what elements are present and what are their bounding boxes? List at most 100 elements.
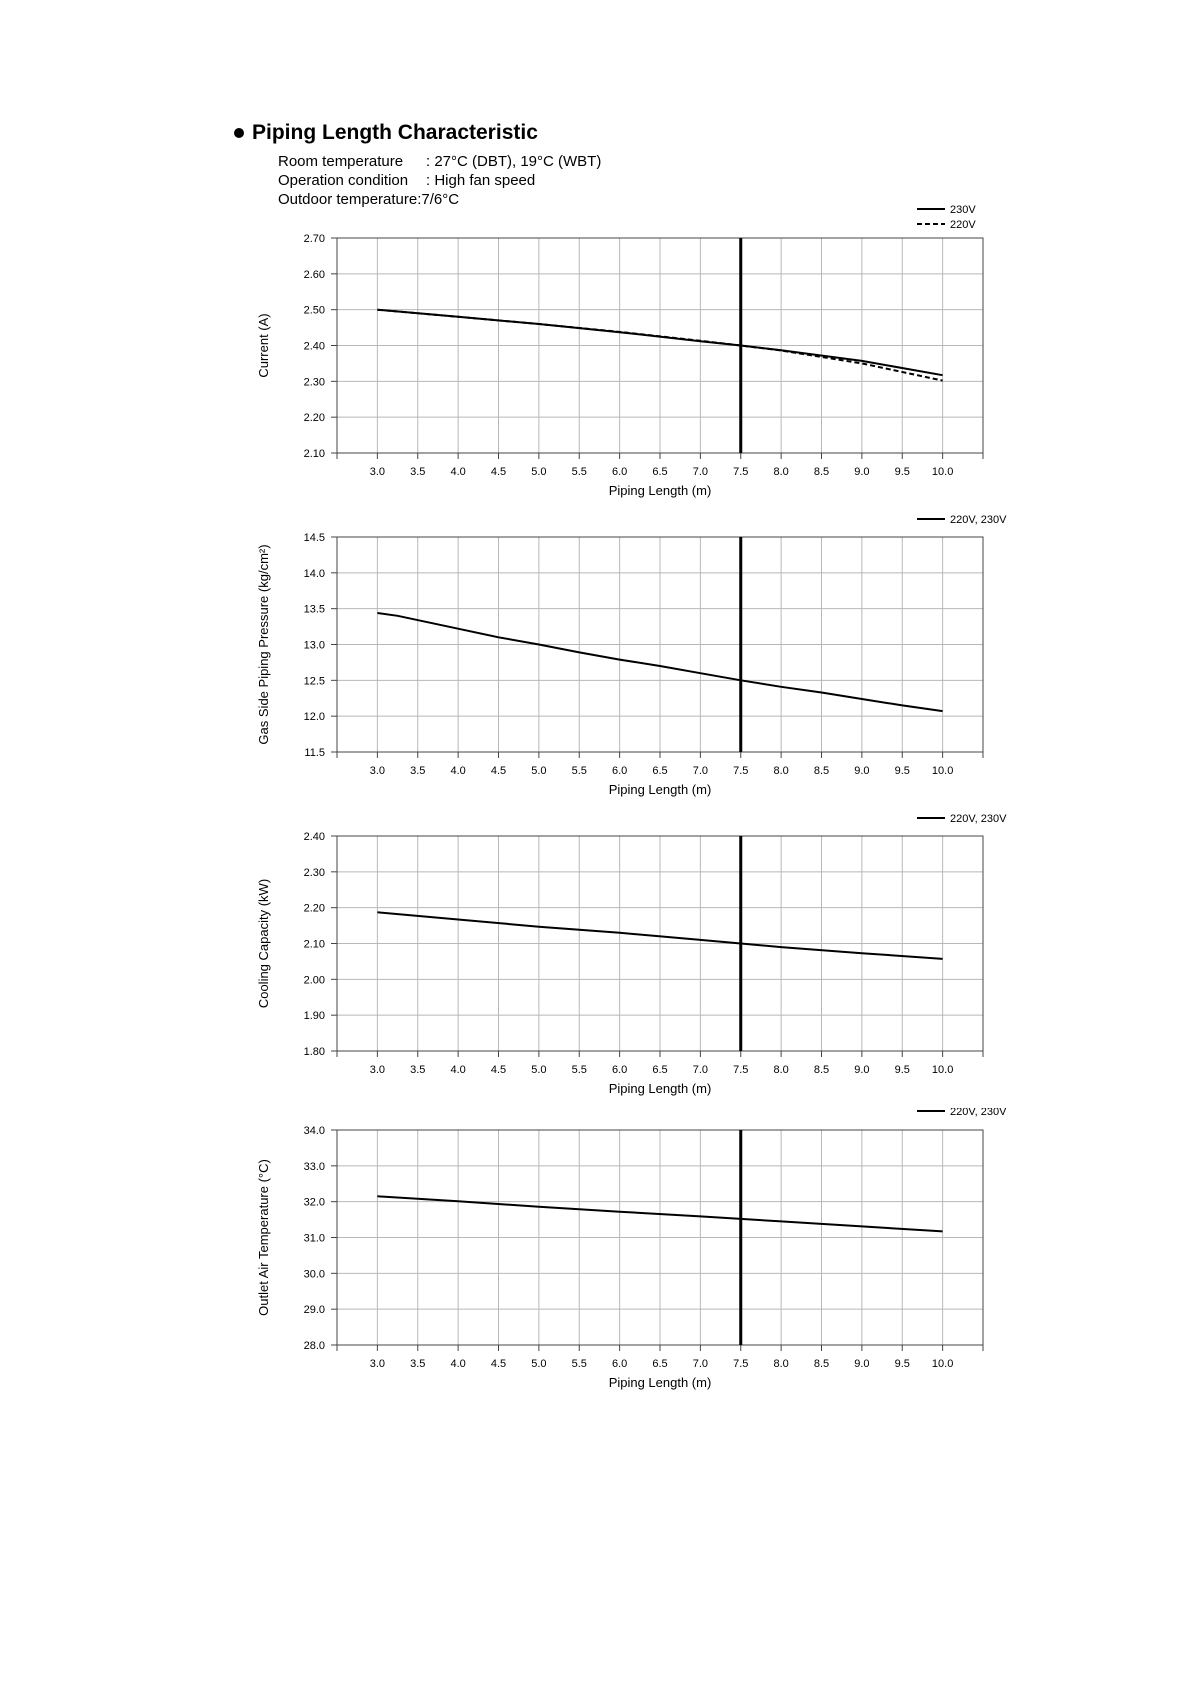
x-tick-label: 5.5 <box>572 1358 587 1370</box>
y-tick-label: 29.0 <box>304 1304 325 1316</box>
y-tick-label: 12.0 <box>304 711 325 723</box>
x-tick-label: 3.5 <box>410 1064 425 1076</box>
y-tick-label: 2.10 <box>304 939 325 951</box>
y-tick-label: 2.00 <box>304 974 325 986</box>
x-tick-label: 3.0 <box>370 466 385 478</box>
x-tick-label: 5.5 <box>572 466 587 478</box>
x-tick-label: 4.0 <box>450 1358 465 1370</box>
y-tick-label: 33.0 <box>304 1161 325 1173</box>
legend-label: 220V <box>950 219 976 231</box>
y-tick-label: 13.5 <box>304 604 325 616</box>
chart-current: 3.0 3.5 4.0 4.5 5.0 5.5 6.0 6.5 7.0 7.5 8.0 8.5 9.0 9… <box>256 204 984 498</box>
x-tick-label: 6.0 <box>612 765 627 777</box>
x-tick-label: 5.0 <box>531 466 546 478</box>
x-tick-label: 9.5 <box>895 466 910 478</box>
x-tick-label: 9.0 <box>854 1358 869 1370</box>
x-tick-label: 4.0 <box>450 1064 465 1076</box>
test-conditions: Room temperature : 27°C (DBT), 19°C (WBT)… <box>278 152 601 209</box>
x-tick-label: 3.5 <box>410 765 425 777</box>
x-tick-label: 9.5 <box>895 1358 910 1370</box>
x-tick-label: 7.5 <box>733 466 748 478</box>
x-tick-label: 8.0 <box>773 1358 788 1370</box>
x-tick-label: 6.0 <box>612 466 627 478</box>
x-tick-label: 5.5 <box>572 1064 587 1076</box>
x-tick-label: 8.0 <box>773 466 788 478</box>
x-tick-label: 6.5 <box>652 466 667 478</box>
x-tick-label: 3.0 <box>370 765 385 777</box>
x-tick-label: 4.5 <box>491 466 506 478</box>
x-tick-label: 5.0 <box>531 1358 546 1370</box>
x-tick-label: 9.0 <box>854 765 869 777</box>
series-line <box>377 308 943 382</box>
legend-label: 220V, 230V <box>950 514 1007 526</box>
x-tick-label: 8.5 <box>814 466 829 478</box>
y-tick-label: 30.0 <box>304 1268 325 1280</box>
condition-value: 7/6°C <box>421 191 460 208</box>
x-tick-label: 7.5 <box>733 1064 748 1076</box>
x-tick-label: 4.5 <box>491 1064 506 1076</box>
x-tick-label: 5.5 <box>572 765 587 777</box>
series-line <box>377 1195 943 1233</box>
x-tick-label: 5.0 <box>531 765 546 777</box>
x-tick-label: 3.5 <box>410 466 425 478</box>
section-heading: Piping Length Characteristic <box>234 120 538 146</box>
legend-label: 220V, 230V <box>950 1108 1007 1118</box>
x-tick-label: 10.0 <box>932 1358 953 1370</box>
x-tick-label: 6.0 <box>612 1358 627 1370</box>
condition-value: : 27°C (DBT), 19°C (WBT) <box>426 153 602 170</box>
x-tick-label: 9.0 <box>854 466 869 478</box>
condition-outdoor-temperature: Outdoor temperature: 7/6°C <box>278 190 601 209</box>
y-tick-label: 12.5 <box>304 675 325 687</box>
y-axis-label: Outlet Air Temperature (°C) <box>256 1159 271 1316</box>
x-tick-label: 4.5 <box>491 1358 506 1370</box>
chart-cooling-capacity: 3.0 3.5 4.0 4.5 5.0 5.5 6.0 6.5 7.0 7.5 8.0 8.5 9.0 9… <box>256 813 1007 1096</box>
x-tick-label: 8.5 <box>814 1358 829 1370</box>
condition-label: Room temperature <box>278 153 404 170</box>
condition-room-temperature: Room temperature : 27°C (DBT), 19°C (WBT) <box>278 152 601 171</box>
x-tick-label: 8.5 <box>814 1064 829 1076</box>
chart-gas-pressure: 3.0 3.5 4.0 4.5 5.0 5.5 6.0 6.5 7.0 7.5 8.0 8.5 9.0 9… <box>256 514 1007 797</box>
y-tick-label: 11.5 <box>304 747 325 759</box>
x-tick-label: 6.5 <box>652 1064 667 1076</box>
x-tick-label: 3.5 <box>410 1358 425 1370</box>
y-tick-label: 14.0 <box>304 568 325 580</box>
x-tick-label: 8.0 <box>773 765 788 777</box>
series-line <box>377 911 943 960</box>
y-tick-label: 32.0 <box>304 1197 325 1209</box>
x-axis-label: Piping Length (m) <box>609 1081 712 1096</box>
x-tick-label: 10.0 <box>932 765 953 777</box>
series-line <box>377 612 943 713</box>
x-tick-label: 8.5 <box>814 765 829 777</box>
x-tick-label: 10.0 <box>932 466 953 478</box>
y-tick-label: 2.20 <box>304 412 325 424</box>
y-tick-label: 2.60 <box>304 269 325 281</box>
condition-label: Operation condition <box>278 172 409 189</box>
x-axis-label: Piping Length (m) <box>609 782 712 797</box>
y-axis-label: Current (A) <box>256 313 271 377</box>
x-axis-label: Piping Length (m) <box>609 1375 712 1390</box>
y-tick-label: 2.20 <box>304 903 325 915</box>
legend-label: 230V <box>950 204 976 216</box>
y-tick-label: 31.0 <box>304 1233 325 1245</box>
y-axis-label: Gas Side Piping Pressure (kg/cm²) <box>256 544 271 744</box>
y-tick-label: 2.10 <box>304 448 325 460</box>
y-tick-label: 13.0 <box>304 640 325 652</box>
x-tick-label: 4.0 <box>450 466 465 478</box>
x-tick-label: 7.5 <box>733 1358 748 1370</box>
y-tick-label: 2.30 <box>304 376 325 388</box>
y-tick-label: 2.40 <box>304 341 325 353</box>
y-tick-label: 28.0 <box>304 1340 325 1352</box>
y-tick-label: 1.80 <box>304 1046 325 1058</box>
x-tick-label: 10.0 <box>932 1064 953 1076</box>
page-title: Piping Length Characteristic <box>252 121 538 144</box>
y-tick-label: 2.30 <box>304 867 325 879</box>
x-tick-label: 7.5 <box>733 765 748 777</box>
y-axis-label: Cooling Capacity (kW) <box>256 879 271 1008</box>
x-tick-label: 7.0 <box>693 765 708 777</box>
x-tick-label: 4.5 <box>491 765 506 777</box>
y-tick-label: 1.90 <box>304 1010 325 1022</box>
x-tick-label: 3.0 <box>370 1358 385 1370</box>
legend-label: 220V, 230V <box>950 813 1007 825</box>
y-tick-label: 2.70 <box>304 233 325 245</box>
x-tick-label: 8.0 <box>773 1064 788 1076</box>
